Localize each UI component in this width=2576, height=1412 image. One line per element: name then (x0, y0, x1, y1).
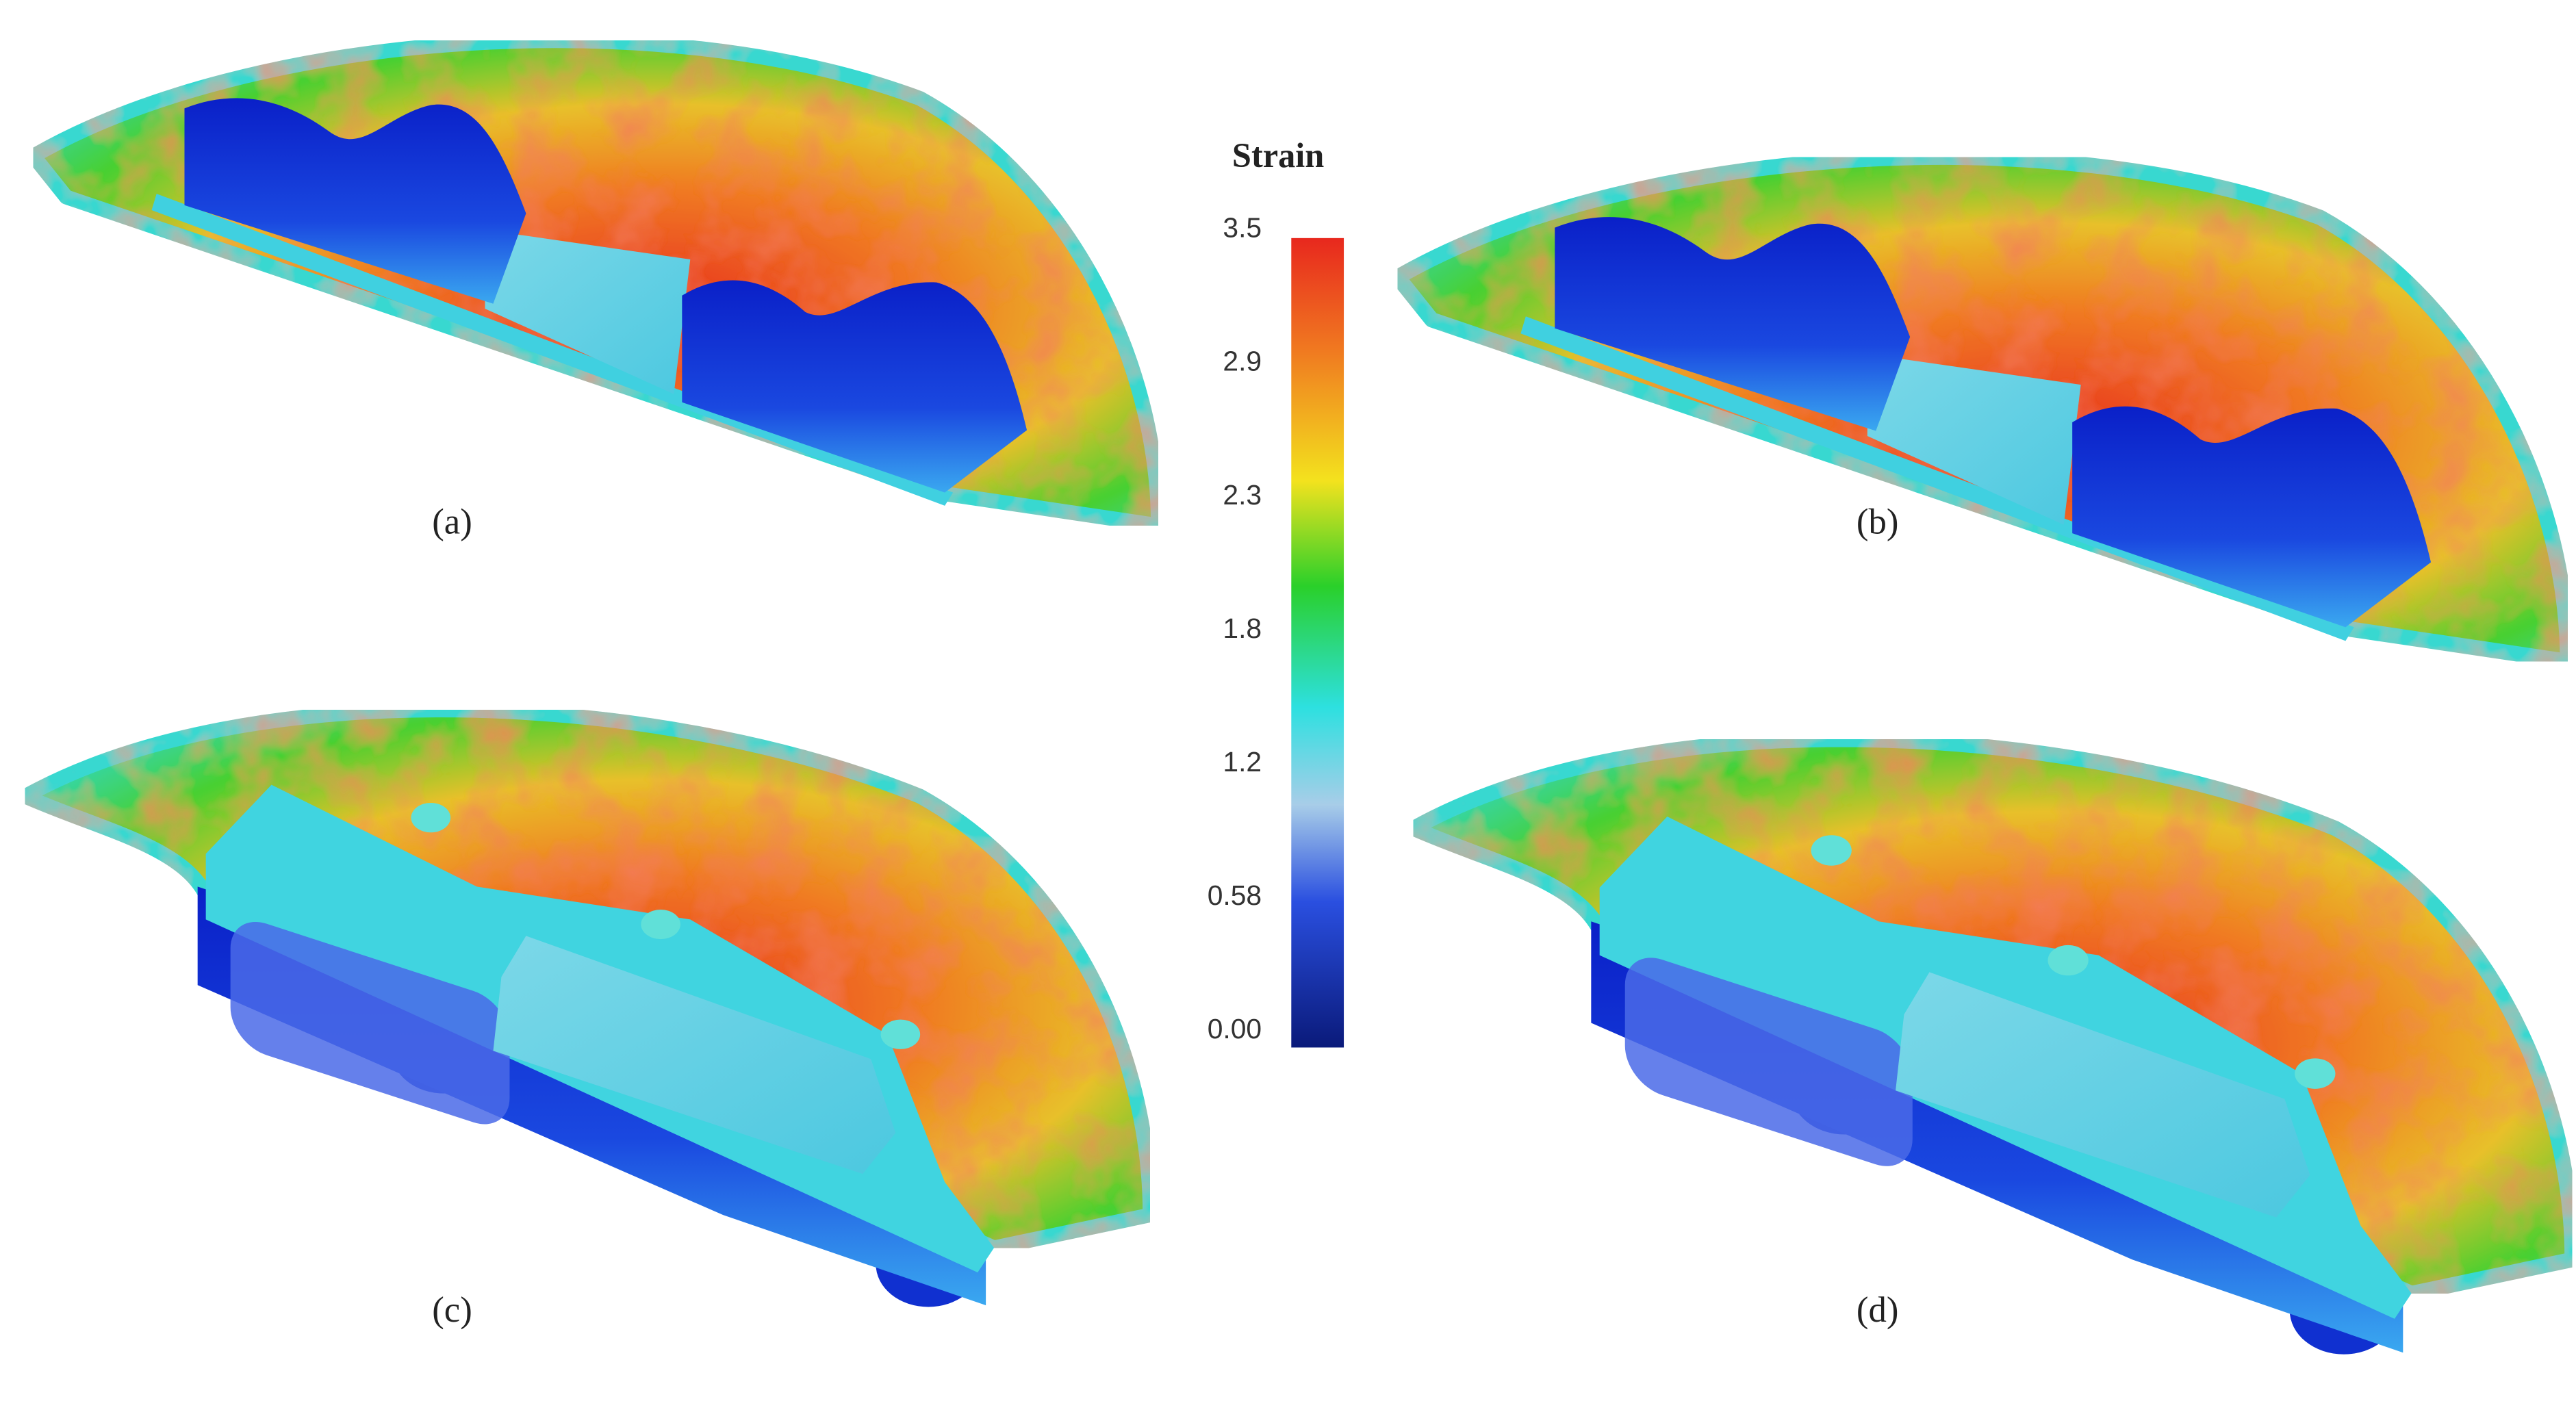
panel-label: (b) (1857, 502, 1899, 542)
panel-a-render (34, 40, 1158, 525)
panel-b-render (1398, 157, 2568, 661)
panel-label: (c) (432, 1290, 472, 1330)
panel-d-render (1414, 739, 2572, 1354)
colorbar-tick-label: 2.3 (1223, 479, 1262, 511)
panel-c-render (25, 710, 1150, 1307)
colorbar-ticks: 3.5 2.9 2.3 1.8 1.2 0.58 0.00 (1208, 212, 1262, 1045)
colorbar-tick-label: 0.58 (1208, 880, 1262, 911)
colorbar-tick-label: 1.8 (1223, 613, 1262, 644)
colorbar-tick-label: 3.5 (1223, 212, 1262, 244)
colorbar-tick-label: 0.00 (1208, 1013, 1262, 1044)
colorbar (1291, 238, 1344, 1048)
panel-label: (d) (1857, 1290, 1899, 1330)
colorbar-title: Strain (1232, 136, 1324, 175)
panel-label: (a) (432, 502, 472, 542)
colorbar-tick-label: 2.9 (1223, 346, 1262, 377)
colorbar-tick-label: 1.2 (1223, 746, 1262, 778)
